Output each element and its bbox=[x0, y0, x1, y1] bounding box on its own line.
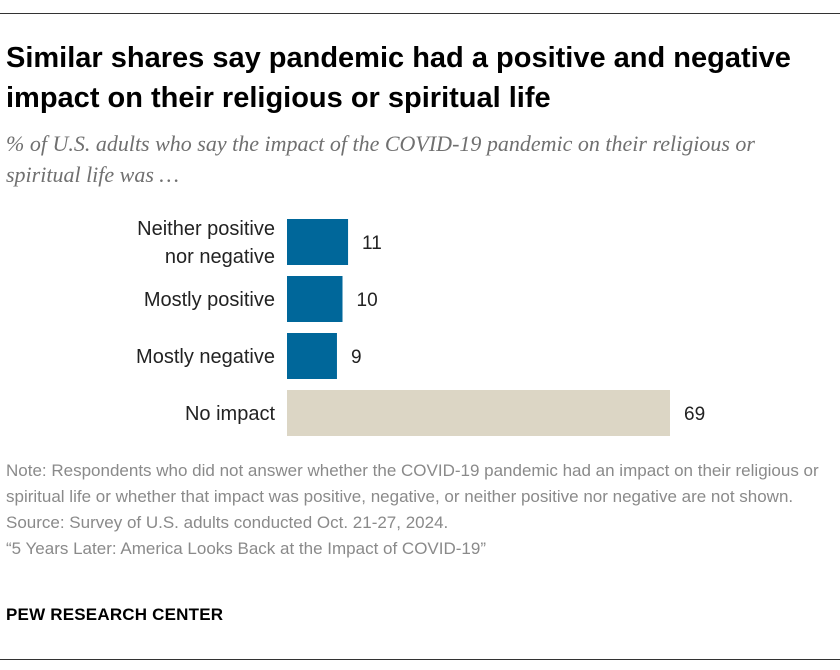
bar-0 bbox=[287, 219, 349, 265]
chart-subtitle: % of U.S. adults who say the impact of t… bbox=[6, 131, 755, 187]
value-label-0: 11 bbox=[362, 233, 382, 254]
bottom-rule bbox=[0, 659, 840, 660]
chart-title: Similar shares say pandemic had a positi… bbox=[6, 42, 791, 114]
bar-chart: 11 Neither positive nor negative 10 Mostly p… bbox=[136, 218, 705, 436]
bar-2 bbox=[287, 333, 337, 379]
bar-3 bbox=[287, 390, 670, 436]
category-label-2-0: Mostly negative bbox=[136, 346, 275, 368]
value-label-2: 9 bbox=[351, 347, 362, 368]
category-label-1-0: Mostly positive bbox=[144, 289, 275, 311]
value-label-1: 10 bbox=[357, 290, 378, 311]
category-label-3-0: No impact bbox=[185, 403, 275, 425]
source-text: Source: Survey of U.S. adults conducted … bbox=[6, 513, 449, 532]
note-text: Note: Respondents who did not answer whe… bbox=[6, 461, 824, 506]
footnotes: Note: Respondents who did not answer whe… bbox=[6, 458, 831, 562]
top-rule bbox=[0, 13, 840, 14]
report-title: “5 Years Later: America Looks Back at th… bbox=[6, 539, 487, 558]
brand-logo-text: PEW RESEARCH CENTER bbox=[6, 605, 224, 624]
value-label-3: 69 bbox=[684, 404, 705, 425]
category-label-0-1: nor negative bbox=[165, 246, 275, 268]
category-label-0-0: Neither positive bbox=[137, 218, 275, 240]
bar-1 bbox=[287, 276, 343, 322]
